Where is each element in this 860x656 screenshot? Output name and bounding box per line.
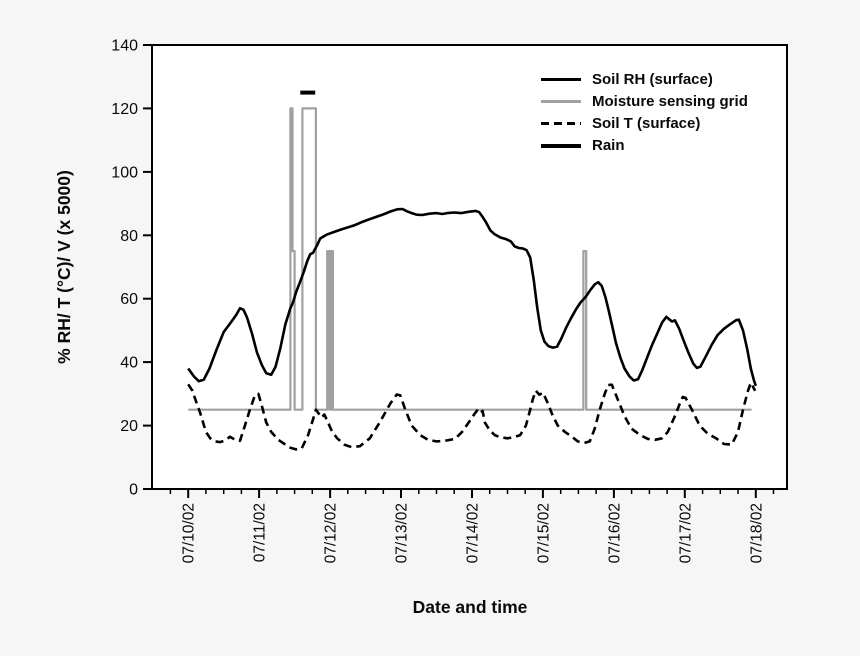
legend-label: Soil RH (surface) [592,71,713,88]
y-tick-label: 60 [120,291,138,308]
legend-label: Moisture sensing grid [592,93,748,110]
x-tick-label: 07/18/02 [748,503,765,563]
legend-label: Soil T (surface) [592,115,701,132]
x-tick-label: 07/11/02 [252,503,269,562]
legend: Soil RH (surface) Moisture sensing grid … [541,71,748,154]
plot-frame [151,44,788,490]
y-tick-label: 40 [120,355,138,372]
x-axis-title: Date and time [413,597,528,617]
y-tick-label: 140 [111,38,138,55]
x-tick-label: 07/17/02 [677,503,694,563]
legend-item-soil-t: Soil T (surface) [541,115,748,132]
tick-label-layer: 0 20 40 60 80 100 120 140 07/10/02 07/11/02 07/12/… [111,38,765,564]
dashed-line-swatch [541,122,581,125]
y-tick-label: 0 [129,482,138,499]
legend-label: Rain [592,137,625,154]
legend-item-soil-rh: Soil RH (surface) [541,71,748,88]
legend-item-rain: Rain [541,137,748,154]
y-axis-title: % RH/ T (°C)/ V (x 5000) [54,170,74,364]
x-tick-label: 07/13/02 [394,503,411,563]
series-soil-rh-surface- [187,207,758,387]
x-tick-label: 07/16/02 [606,503,623,563]
legend-item-moisture-grid: Moisture sensing grid [541,93,748,110]
solid-line-swatch [541,78,581,81]
x-tick-label: 07/14/02 [465,503,482,563]
tick-layer [143,44,775,498]
y-tick-label: 100 [111,164,138,181]
series-layer [187,90,758,451]
y-tick-label: 20 [120,418,138,435]
y-tick-label: 120 [111,101,138,118]
x-tick-label: 07/10/02 [181,503,198,563]
x-tick-label: 07/12/02 [323,503,340,563]
x-tick-label: 07/15/02 [535,503,552,563]
series-moisture-sensing-grid [188,107,752,411]
plot-area [151,44,788,490]
gray-line-swatch [541,100,581,103]
thick-line-swatch [541,143,581,148]
series-soil-t-surface- [187,381,757,451]
y-tick-label: 80 [120,228,138,245]
